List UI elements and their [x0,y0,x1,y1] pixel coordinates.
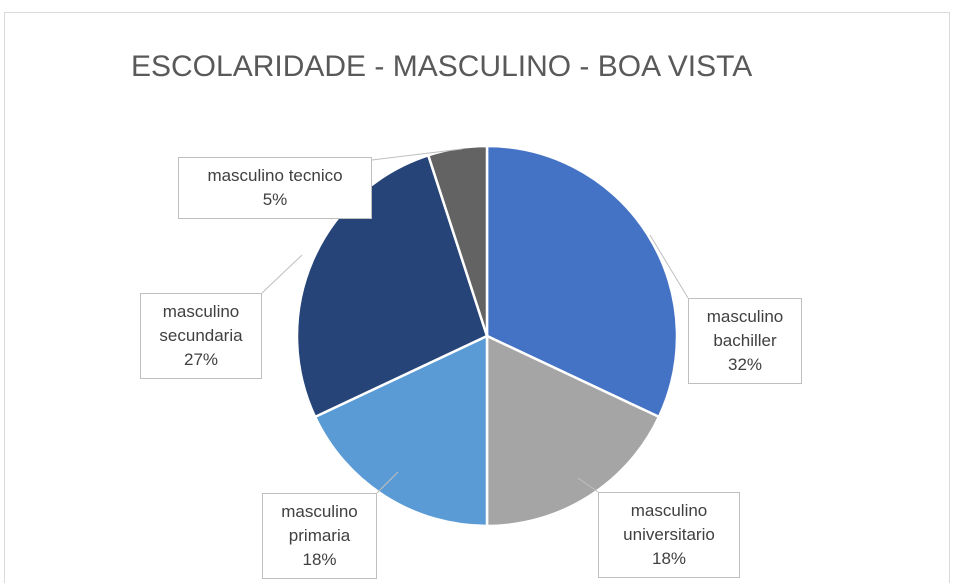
data-label-value: 5% [262,190,288,209]
data-label-value: 18% [302,550,337,569]
data-label: masculino secundaria 27% [140,293,262,379]
leader-line [376,471,399,494]
data-label-category: masculino bachiller [706,307,784,350]
data-label: masculino tecnico 5% [178,157,372,219]
leader-line [371,148,463,161]
data-label-value: 18% [651,549,687,568]
data-label: masculino primaria 18% [262,493,377,579]
data-label-value: 27% [183,350,219,369]
leader-line [649,234,689,299]
data-label-category: masculino secundaria [159,302,243,345]
pie-slice [313,334,489,528]
data-label-category: masculino universitario [623,501,715,544]
data-label: masculino universitario 18% [598,492,740,578]
pie-slice [485,144,679,419]
data-label-value: 32% [727,355,763,374]
pie-slice [426,144,489,337]
leader-line [577,477,599,493]
leader-line [261,254,303,294]
pie-slice [295,153,489,419]
data-label-category: masculino primaria [281,502,358,545]
data-label: masculino bachiller 32% [688,298,802,384]
chart-title: ESCOLARIDADE - MASCULINO - BOA VISTA [131,50,753,83]
pie-slice [485,334,661,528]
data-label-category: masculino tecnico [207,166,343,185]
